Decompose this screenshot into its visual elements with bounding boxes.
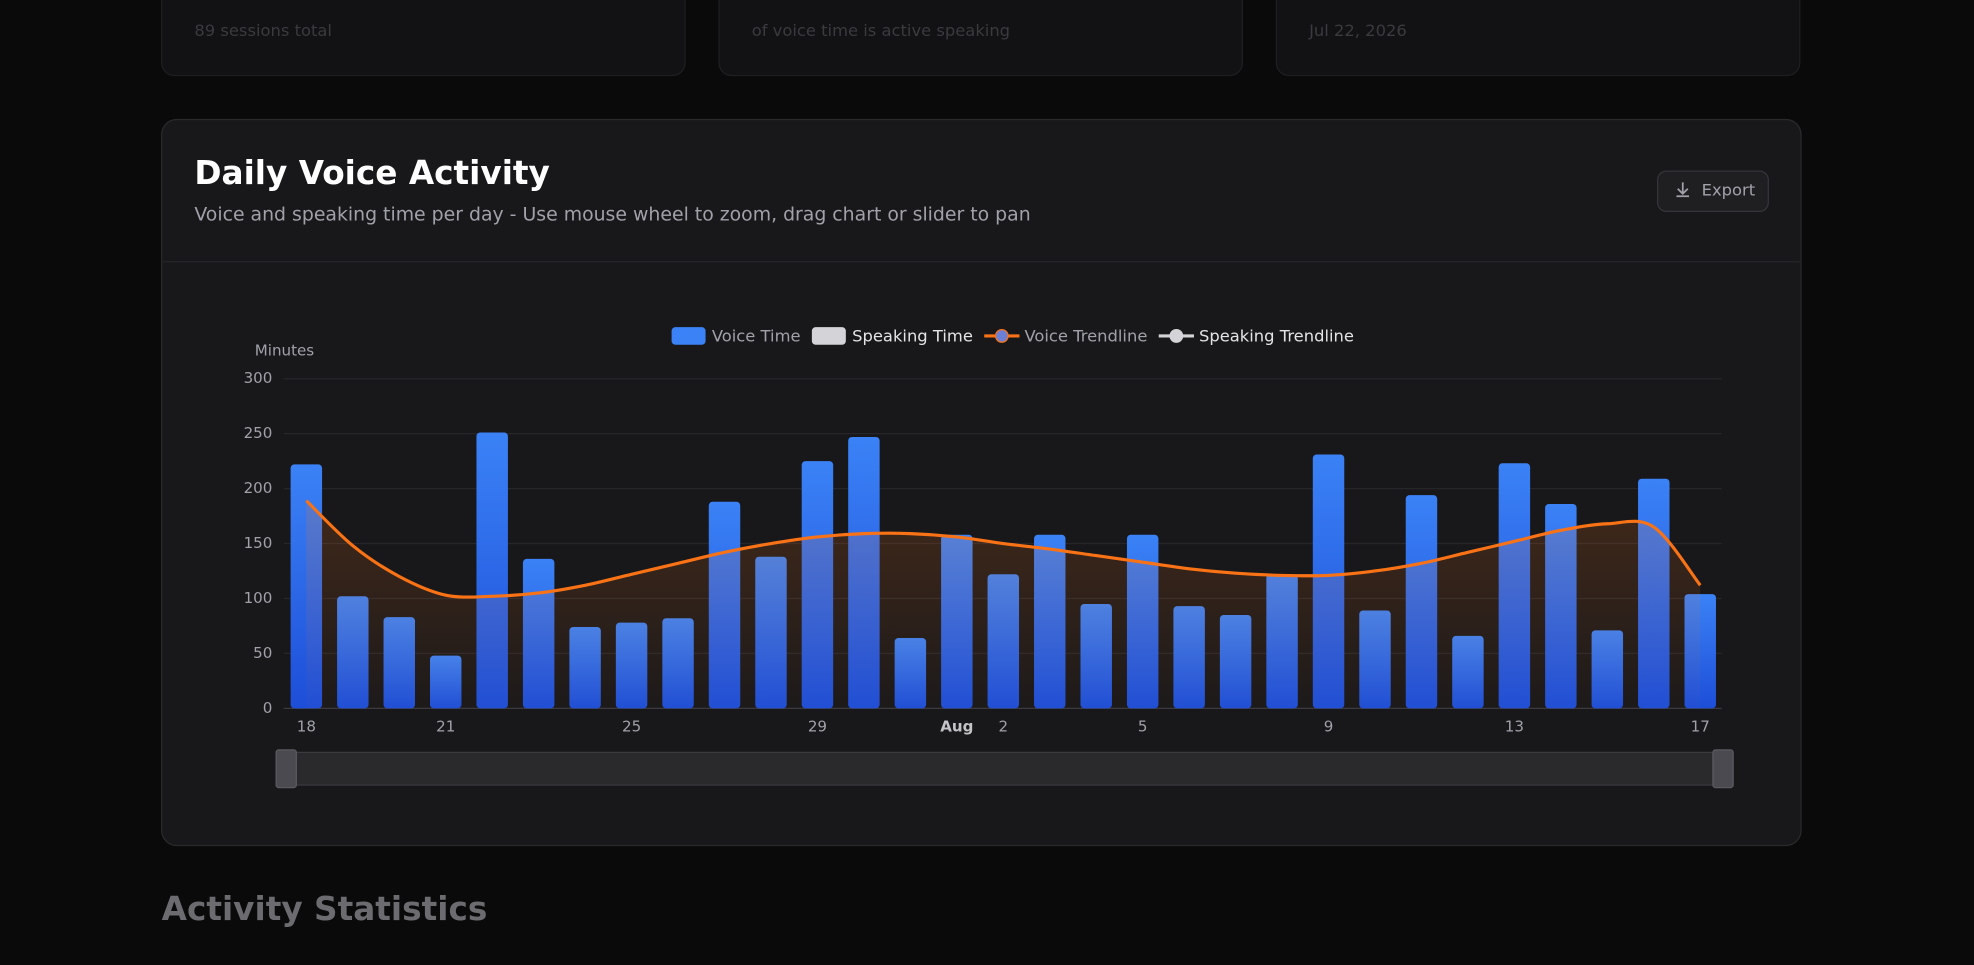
x-tick-label: 5 [1138, 718, 1148, 736]
legend-dot [1169, 329, 1184, 343]
slider-handle[interactable] [1712, 749, 1734, 789]
legend-label: Voice Time [712, 327, 801, 346]
legend-label: Speaking Trendline [1199, 327, 1354, 346]
panel [161, 118, 1802, 847]
card-subtitle: of voice time is active speaking [752, 21, 1010, 40]
x-tick-label: 21 [436, 718, 455, 736]
x-tick-label: 13 [1505, 718, 1524, 736]
y-tick-label: 200 [244, 479, 273, 497]
export-button-bg[interactable] [1656, 170, 1769, 212]
stat-card [718, 0, 1244, 77]
trendline [305, 499, 1702, 599]
card-subtitle: 89 sessions total [194, 21, 332, 40]
range-slider[interactable] [275, 749, 1734, 789]
y-tick-label: 0 [263, 699, 273, 717]
x-tick-label: 18 [297, 718, 316, 736]
trend-area [306, 500, 1701, 709]
download-icon [1676, 182, 1690, 198]
x-tick-label: 9 [1324, 718, 1334, 736]
y-tick-label: 50 [253, 644, 272, 662]
panel-title: Daily Voice Activity [194, 154, 550, 192]
legend-dot [994, 329, 1009, 343]
legend-item: Voice Time [671, 327, 801, 346]
slider-track[interactable] [275, 751, 1734, 786]
stat-card [161, 0, 686, 77]
y-tick-label: 150 [244, 534, 273, 552]
legend-swatch [671, 327, 706, 345]
y-tick-label: 100 [244, 589, 273, 607]
x-tick-label: 29 [808, 718, 827, 736]
legend-label: Speaking Time [852, 327, 973, 346]
y-tick-label: 300 [244, 369, 273, 387]
legend-label: Voice Trendline [1024, 327, 1147, 346]
card-subtitle: Jul 22, 2026 [1308, 21, 1407, 40]
slider-handle[interactable] [275, 749, 297, 789]
legend-item: Speaking Time [811, 327, 973, 346]
legend-item: Voice Trendline [984, 327, 1147, 346]
y-tick-label: 250 [244, 424, 273, 442]
x-tick-label: 2 [998, 718, 1008, 736]
export-button[interactable]: Export [1656, 170, 1769, 212]
stat-card [1275, 0, 1801, 77]
section-title: Activity Statistics [162, 890, 488, 928]
y-axis-label: Minutes [255, 342, 314, 360]
panel-subtitle: Voice and speaking time per day - Use mo… [194, 204, 1030, 226]
x-tick-label: 25 [622, 718, 641, 736]
legend-swatch [811, 327, 846, 345]
x-tick-label: Aug [940, 718, 973, 736]
legend-item: Speaking Trendline [1158, 327, 1354, 346]
x-tick-label: 17 [1691, 718, 1710, 736]
export-label[interactable]: Export [1702, 181, 1756, 200]
